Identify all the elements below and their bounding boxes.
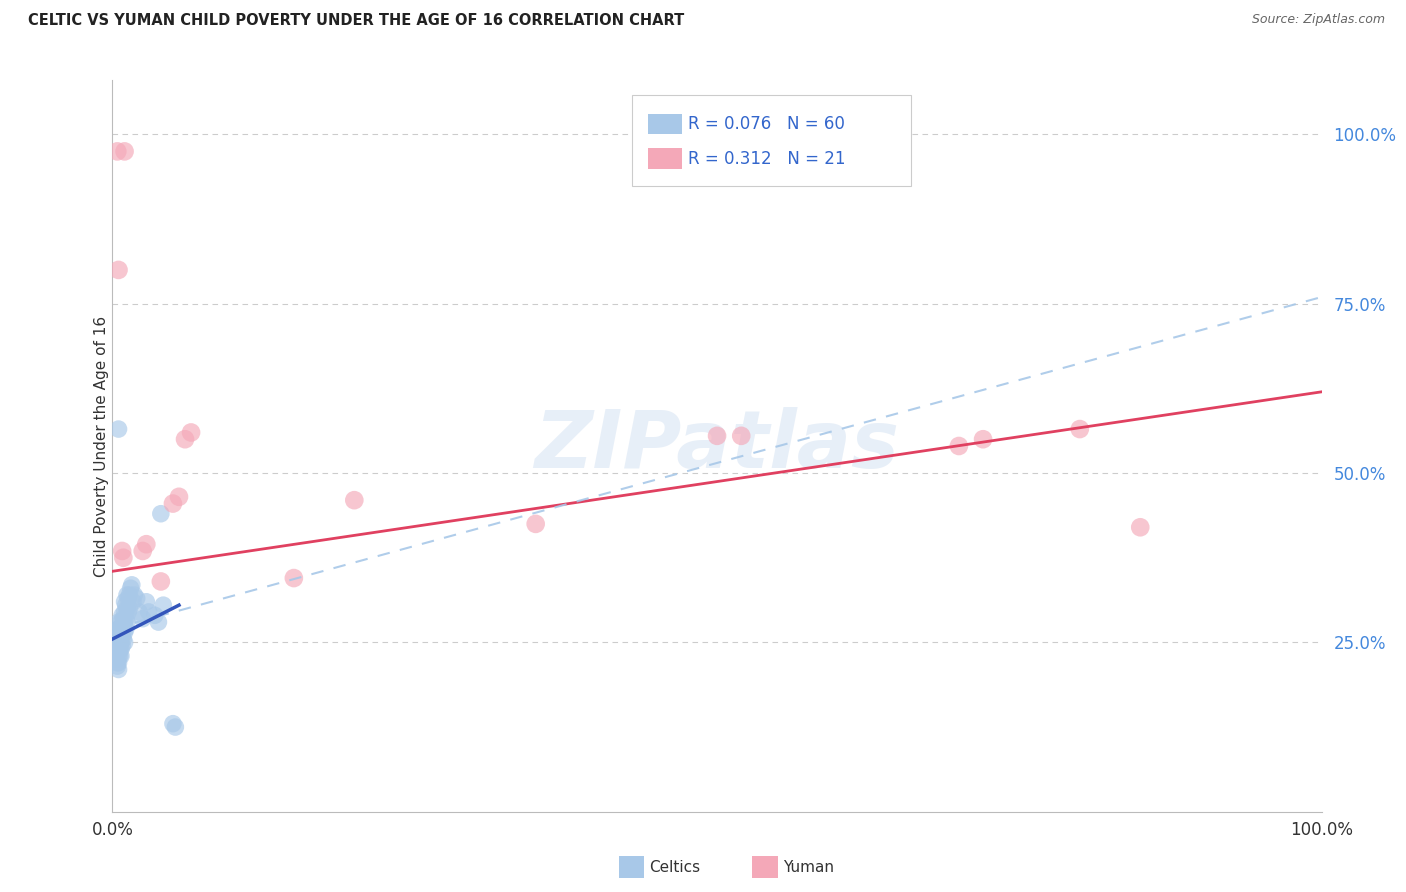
Point [114, 595, 136, 609]
Bar [648, 114, 682, 135]
Point [107, 629, 129, 643]
Point [135, 595, 157, 609]
Point [107, 635, 129, 649]
Point [114, 598, 136, 612]
Text: R = 0.076   N = 60: R = 0.076 N = 60 [688, 115, 845, 133]
Point [143, 608, 166, 623]
Point [1129, 520, 1152, 534]
Point [972, 432, 994, 446]
Point [111, 544, 134, 558]
Point [706, 429, 728, 443]
Point [149, 507, 172, 521]
Point [112, 612, 135, 626]
Point [107, 263, 129, 277]
Point [114, 615, 136, 629]
Point [114, 622, 136, 636]
Point [730, 429, 752, 443]
Point [105, 659, 128, 673]
FancyBboxPatch shape [633, 95, 911, 186]
Point [1069, 422, 1091, 436]
Point [105, 652, 128, 666]
Point [115, 601, 138, 615]
Point [110, 648, 132, 663]
Point [110, 635, 132, 649]
Bar [648, 148, 682, 169]
Point [111, 629, 134, 643]
Point [948, 439, 970, 453]
Point [174, 432, 197, 446]
Point [343, 493, 366, 508]
Point [152, 598, 174, 612]
Point [115, 588, 138, 602]
Point [112, 622, 135, 636]
Point [117, 605, 139, 619]
Point [107, 622, 129, 636]
Text: Source: ZipAtlas.com: Source: ZipAtlas.com [1251, 13, 1385, 27]
Point [524, 516, 547, 531]
Point [115, 615, 138, 629]
Point [114, 605, 136, 619]
Point [105, 145, 128, 159]
Point [128, 605, 150, 619]
Text: R = 0.312   N = 21: R = 0.312 N = 21 [688, 150, 845, 168]
Point [122, 588, 145, 602]
Point [165, 720, 187, 734]
Point [108, 629, 131, 643]
Point [107, 648, 129, 663]
Point [121, 578, 143, 592]
Point [283, 571, 305, 585]
Text: Celtics: Celtics [650, 860, 700, 874]
Point [138, 605, 160, 619]
Point [105, 656, 128, 670]
Point [108, 635, 131, 649]
Point [132, 544, 155, 558]
Point [110, 615, 132, 629]
Point [107, 663, 129, 677]
Point [180, 425, 202, 440]
Point [120, 581, 142, 595]
Point [107, 642, 129, 657]
Point [118, 588, 141, 602]
Y-axis label: Child Poverty Under the Age of 16: Child Poverty Under the Age of 16 [94, 316, 108, 576]
Point [112, 632, 135, 646]
Point [110, 642, 132, 657]
Point [162, 497, 184, 511]
Point [117, 591, 139, 606]
Point [107, 422, 129, 436]
Text: CELTIC VS YUMAN CHILD POVERTY UNDER THE AGE OF 16 CORRELATION CHART: CELTIC VS YUMAN CHILD POVERTY UNDER THE … [28, 13, 685, 29]
Point [122, 595, 145, 609]
Point [125, 591, 148, 606]
Point [135, 537, 157, 551]
Point [118, 601, 141, 615]
Point [167, 490, 190, 504]
Point [114, 635, 136, 649]
Point [149, 574, 172, 589]
Point [111, 639, 134, 653]
Point [162, 716, 184, 731]
Point [108, 622, 131, 636]
Point [114, 145, 136, 159]
Point [111, 618, 134, 632]
Point [112, 550, 135, 565]
Point [148, 615, 170, 629]
Point [110, 625, 132, 640]
Point [132, 612, 155, 626]
Point [108, 642, 131, 657]
Point [108, 648, 131, 663]
Point [111, 608, 134, 623]
Text: Yuman: Yuman [783, 860, 834, 874]
Text: ZIPatlas: ZIPatlas [534, 407, 900, 485]
Point [114, 612, 136, 626]
Point [107, 615, 129, 629]
Point [114, 625, 136, 640]
Point [107, 656, 129, 670]
Point [105, 646, 128, 660]
